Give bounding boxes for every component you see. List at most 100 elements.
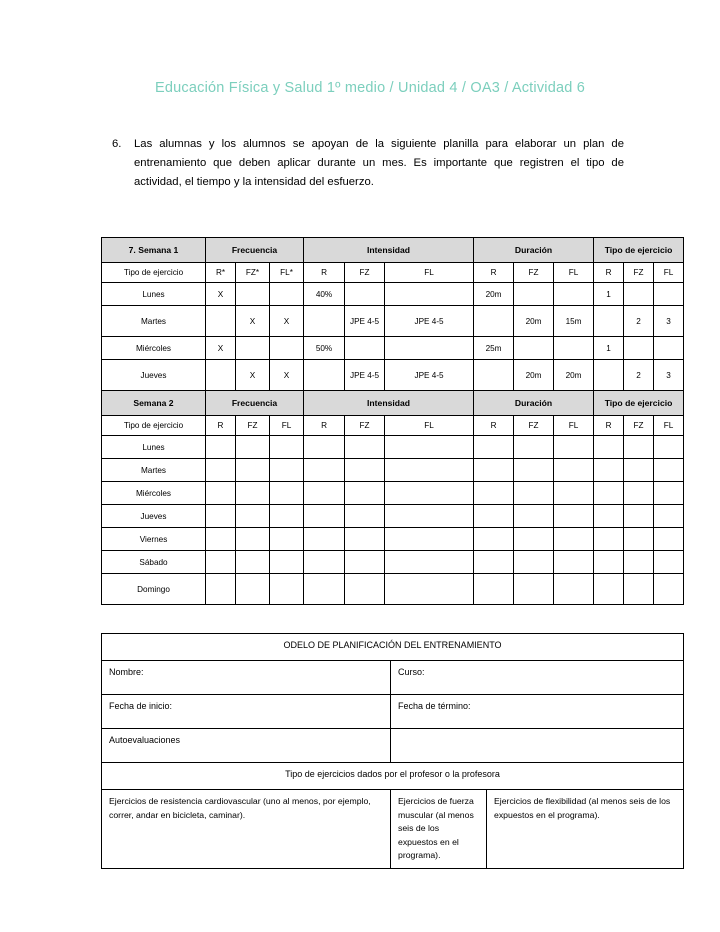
week2-cell-2-11[interactable] xyxy=(653,481,685,505)
week2-cell-6-1[interactable] xyxy=(235,573,270,605)
week2-cell-4-11[interactable] xyxy=(653,527,685,551)
week2-cell-3-2[interactable] xyxy=(268,504,305,528)
week1-cell-1-4[interactable]: JPE 4-5 xyxy=(344,305,386,337)
week2-cell-2-7[interactable] xyxy=(513,481,555,505)
week1-cell-1-1[interactable]: X xyxy=(235,305,270,337)
week2-cell-4-4[interactable] xyxy=(344,527,386,551)
field-fecha-inicio-label[interactable]: Fecha de inicio: xyxy=(101,694,391,729)
week2-cell-1-9[interactable] xyxy=(593,458,625,482)
week2-cell-0-0[interactable] xyxy=(205,435,236,459)
week1-cell-0-3[interactable]: 40% xyxy=(303,282,346,306)
field-curso-label[interactable]: Curso: xyxy=(389,660,685,695)
week2-cell-0-4[interactable] xyxy=(344,435,386,459)
week2-cell-1-5[interactable] xyxy=(384,458,475,482)
week2-cell-5-9[interactable] xyxy=(593,550,625,574)
week2-cell-4-5[interactable] xyxy=(384,527,475,551)
week2-cell-0-11[interactable] xyxy=(653,435,685,459)
week2-cell-1-0[interactable] xyxy=(205,458,236,482)
week2-cell-1-10[interactable] xyxy=(623,458,655,482)
week2-cell-6-0[interactable] xyxy=(205,573,236,605)
week1-cell-3-3[interactable] xyxy=(303,359,346,391)
week1-cell-3-9[interactable] xyxy=(593,359,625,391)
week1-cell-2-1[interactable] xyxy=(235,336,270,360)
week2-cell-4-0[interactable] xyxy=(205,527,236,551)
field-nombre-label[interactable]: Nombre: xyxy=(101,660,391,695)
week2-cell-5-4[interactable] xyxy=(344,550,386,574)
exercise-column-flexibilidad[interactable]: Ejercicios de flexibilidad (al menos sei… xyxy=(485,789,685,869)
week2-cell-2-0[interactable] xyxy=(205,481,236,505)
week1-cell-2-8[interactable] xyxy=(553,336,595,360)
week1-cell-3-4[interactable]: JPE 4-5 xyxy=(344,359,386,391)
week2-cell-6-11[interactable] xyxy=(653,573,685,605)
week1-cell-0-8[interactable] xyxy=(553,282,595,306)
week2-cell-0-7[interactable] xyxy=(513,435,555,459)
week2-cell-6-4[interactable] xyxy=(344,573,386,605)
week2-cell-6-9[interactable] xyxy=(593,573,625,605)
week2-cell-2-10[interactable] xyxy=(623,481,655,505)
week1-cell-0-7[interactable] xyxy=(513,282,555,306)
week2-cell-3-8[interactable] xyxy=(553,504,595,528)
week2-cell-2-2[interactable] xyxy=(268,481,305,505)
week2-cell-3-3[interactable] xyxy=(303,504,346,528)
week2-cell-4-10[interactable] xyxy=(623,527,655,551)
week1-cell-1-2[interactable]: X xyxy=(268,305,305,337)
week2-cell-5-0[interactable] xyxy=(205,550,236,574)
week1-cell-3-7[interactable]: 20m xyxy=(513,359,555,391)
week1-cell-2-9[interactable]: 1 xyxy=(593,336,625,360)
week2-cell-6-3[interactable] xyxy=(303,573,346,605)
week1-cell-1-5[interactable]: JPE 4-5 xyxy=(384,305,475,337)
week1-cell-3-10[interactable]: 2 xyxy=(623,359,655,391)
week1-cell-3-5[interactable]: JPE 4-5 xyxy=(384,359,475,391)
week2-cell-4-6[interactable] xyxy=(473,527,515,551)
week2-cell-0-3[interactable] xyxy=(303,435,346,459)
week1-cell-0-1[interactable] xyxy=(235,282,270,306)
week1-cell-3-1[interactable]: X xyxy=(235,359,270,391)
week1-cell-2-0[interactable]: X xyxy=(205,336,236,360)
week2-cell-2-4[interactable] xyxy=(344,481,386,505)
week2-cell-1-1[interactable] xyxy=(235,458,270,482)
week1-cell-2-2[interactable] xyxy=(268,336,305,360)
week2-cell-4-8[interactable] xyxy=(553,527,595,551)
week2-cell-4-2[interactable] xyxy=(268,527,305,551)
week2-cell-5-3[interactable] xyxy=(303,550,346,574)
week2-cell-2-3[interactable] xyxy=(303,481,346,505)
week2-cell-5-7[interactable] xyxy=(513,550,555,574)
week2-cell-3-11[interactable] xyxy=(653,504,685,528)
week1-cell-0-6[interactable]: 20m xyxy=(473,282,515,306)
week1-cell-1-9[interactable] xyxy=(593,305,625,337)
week2-cell-0-2[interactable] xyxy=(268,435,305,459)
week2-cell-4-9[interactable] xyxy=(593,527,625,551)
week2-cell-6-8[interactable] xyxy=(553,573,595,605)
week1-cell-2-3[interactable]: 50% xyxy=(303,336,346,360)
week2-cell-3-9[interactable] xyxy=(593,504,625,528)
week2-cell-2-6[interactable] xyxy=(473,481,515,505)
week1-cell-2-10[interactable] xyxy=(623,336,655,360)
field-autoevaluaciones-value[interactable] xyxy=(389,728,685,763)
week2-cell-6-5[interactable] xyxy=(384,573,475,605)
week1-cell-1-3[interactable] xyxy=(303,305,346,337)
week2-cell-1-2[interactable] xyxy=(268,458,305,482)
week1-cell-2-5[interactable] xyxy=(384,336,475,360)
week1-cell-3-6[interactable] xyxy=(473,359,515,391)
week2-cell-1-3[interactable] xyxy=(303,458,346,482)
week1-cell-1-10[interactable]: 2 xyxy=(623,305,655,337)
week1-cell-3-8[interactable]: 20m xyxy=(553,359,595,391)
week1-cell-2-4[interactable] xyxy=(344,336,386,360)
week2-cell-3-10[interactable] xyxy=(623,504,655,528)
week2-cell-0-6[interactable] xyxy=(473,435,515,459)
week2-cell-5-6[interactable] xyxy=(473,550,515,574)
week2-cell-5-5[interactable] xyxy=(384,550,475,574)
week2-cell-0-10[interactable] xyxy=(623,435,655,459)
week1-cell-0-4[interactable] xyxy=(344,282,386,306)
week1-cell-0-2[interactable] xyxy=(268,282,305,306)
week2-cell-3-6[interactable] xyxy=(473,504,515,528)
week2-cell-5-1[interactable] xyxy=(235,550,270,574)
week1-cell-1-0[interactable] xyxy=(205,305,236,337)
week2-cell-6-6[interactable] xyxy=(473,573,515,605)
week2-cell-5-8[interactable] xyxy=(553,550,595,574)
week2-cell-4-3[interactable] xyxy=(303,527,346,551)
week2-cell-0-8[interactable] xyxy=(553,435,595,459)
week2-cell-3-0[interactable] xyxy=(205,504,236,528)
week1-cell-3-11[interactable]: 3 xyxy=(653,359,685,391)
week1-cell-2-11[interactable] xyxy=(653,336,685,360)
